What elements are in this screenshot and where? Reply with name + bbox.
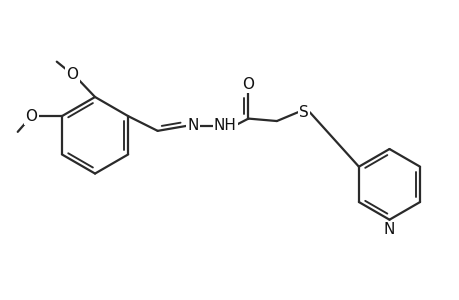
Text: O: O [25, 109, 37, 124]
Text: N: N [187, 118, 198, 134]
Text: NH: NH [213, 118, 236, 134]
Text: O: O [242, 77, 254, 92]
Text: S: S [298, 105, 308, 120]
Text: O: O [67, 67, 78, 82]
Text: N: N [383, 222, 394, 237]
